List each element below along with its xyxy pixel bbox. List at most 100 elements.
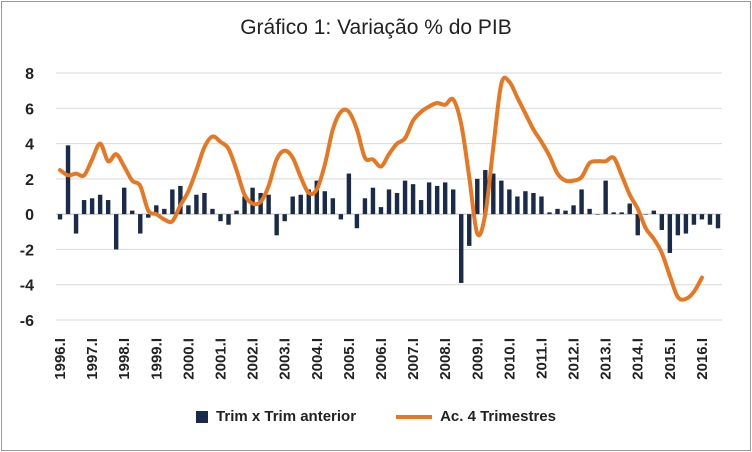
x-tick-label: 2001.I <box>212 338 229 380</box>
x-tick-label: 1999.I <box>148 338 165 380</box>
y-tick-label: 8 <box>25 66 34 83</box>
bar <box>699 214 705 220</box>
x-tick-label: 2003.I <box>277 338 294 380</box>
x-tick-label: 2009.I <box>469 338 486 380</box>
x-axis-labels: 1996.I 1997.I 1998.I 1999.I 2000.I 2001.I 2002… <box>52 338 711 380</box>
bar <box>539 196 544 215</box>
bar <box>643 214 648 215</box>
bar <box>194 194 199 215</box>
grid-lines <box>56 72 722 321</box>
legend: Trim x Trim anterior Ac. 4 Trimestres <box>0 408 752 425</box>
x-tick-label: 2008.I <box>437 338 454 380</box>
y-tick-label: -4 <box>20 278 34 295</box>
bar-series <box>57 145 721 283</box>
x-tick-label: 2006.I <box>373 338 390 380</box>
bar <box>210 208 215 215</box>
bar <box>370 187 376 215</box>
legend-line-swatch <box>396 414 433 419</box>
y-tick-label: 0 <box>25 207 34 224</box>
x-tick-label: 1997.I <box>84 338 101 380</box>
bar <box>314 180 319 215</box>
bar <box>491 173 496 215</box>
bar <box>346 173 352 215</box>
bar <box>555 208 560 215</box>
bar <box>105 200 111 215</box>
bar <box>402 180 408 215</box>
bar <box>507 189 512 215</box>
bar <box>386 189 392 215</box>
bar <box>130 210 135 215</box>
bar <box>378 207 384 215</box>
bar <box>683 214 689 234</box>
bar <box>274 214 279 236</box>
bar <box>579 189 584 215</box>
bar <box>434 185 440 215</box>
bar <box>459 214 464 283</box>
y-axis-labels: -6 -4 -2 0 2 4 6 8 <box>20 66 34 330</box>
bar <box>675 214 681 236</box>
legend-bar-swatch <box>196 410 209 423</box>
bar <box>81 200 87 215</box>
bar <box>691 214 697 225</box>
bar <box>330 198 336 215</box>
bar <box>547 212 552 215</box>
bar <box>483 170 488 215</box>
bar <box>450 189 456 215</box>
legend-item-line: Ac. 4 Trimestres <box>396 408 556 425</box>
bar <box>97 194 103 215</box>
bar <box>426 182 432 215</box>
x-tick-label: 2014.I <box>630 338 647 380</box>
bar <box>627 203 632 215</box>
bar <box>290 196 295 215</box>
bar <box>162 208 167 215</box>
bar <box>250 187 255 215</box>
y-tick-label: -6 <box>20 313 34 330</box>
bar <box>523 191 528 215</box>
bar <box>499 180 504 215</box>
x-tick-label: 2012.I <box>566 338 583 380</box>
bar <box>306 189 311 215</box>
bar <box>57 214 63 220</box>
bar <box>65 145 71 215</box>
bar <box>571 205 576 215</box>
bar <box>298 194 303 215</box>
bar <box>202 192 207 215</box>
bar <box>354 214 360 229</box>
bar <box>410 184 416 215</box>
bar <box>475 178 480 215</box>
bar <box>659 214 665 231</box>
bar <box>146 214 151 218</box>
bar <box>338 214 344 220</box>
bar <box>707 214 713 225</box>
bar <box>154 205 159 215</box>
bar <box>322 191 328 215</box>
bar <box>667 214 673 253</box>
legend-item-bars: Trim x Trim anterior <box>196 408 356 425</box>
bar <box>362 198 368 215</box>
x-tick-label: 1996.I <box>52 338 69 380</box>
bar <box>266 194 271 215</box>
bar <box>113 214 119 250</box>
x-tick-label: 2016.I <box>694 338 711 380</box>
y-tick-label: -2 <box>20 242 34 259</box>
bar <box>595 214 600 215</box>
bar <box>587 208 592 215</box>
y-tick-label: 6 <box>25 101 34 118</box>
bar <box>138 214 143 234</box>
x-tick-label: 2000.I <box>180 338 197 380</box>
bar <box>226 214 231 225</box>
legend-line-label: Ac. 4 Trimestres <box>440 408 556 425</box>
x-tick-label: 2010.I <box>501 338 518 380</box>
bar <box>603 180 608 215</box>
bar <box>170 189 175 215</box>
bar <box>611 212 616 215</box>
bar <box>73 214 79 234</box>
chart-title: Gráfico 1: Variação % do PIB <box>240 16 512 39</box>
bar <box>186 205 191 215</box>
bar <box>234 210 239 215</box>
x-tick-label: 2013.I <box>598 338 615 380</box>
bar <box>467 214 472 246</box>
x-tick-label: 2002.I <box>245 338 262 380</box>
